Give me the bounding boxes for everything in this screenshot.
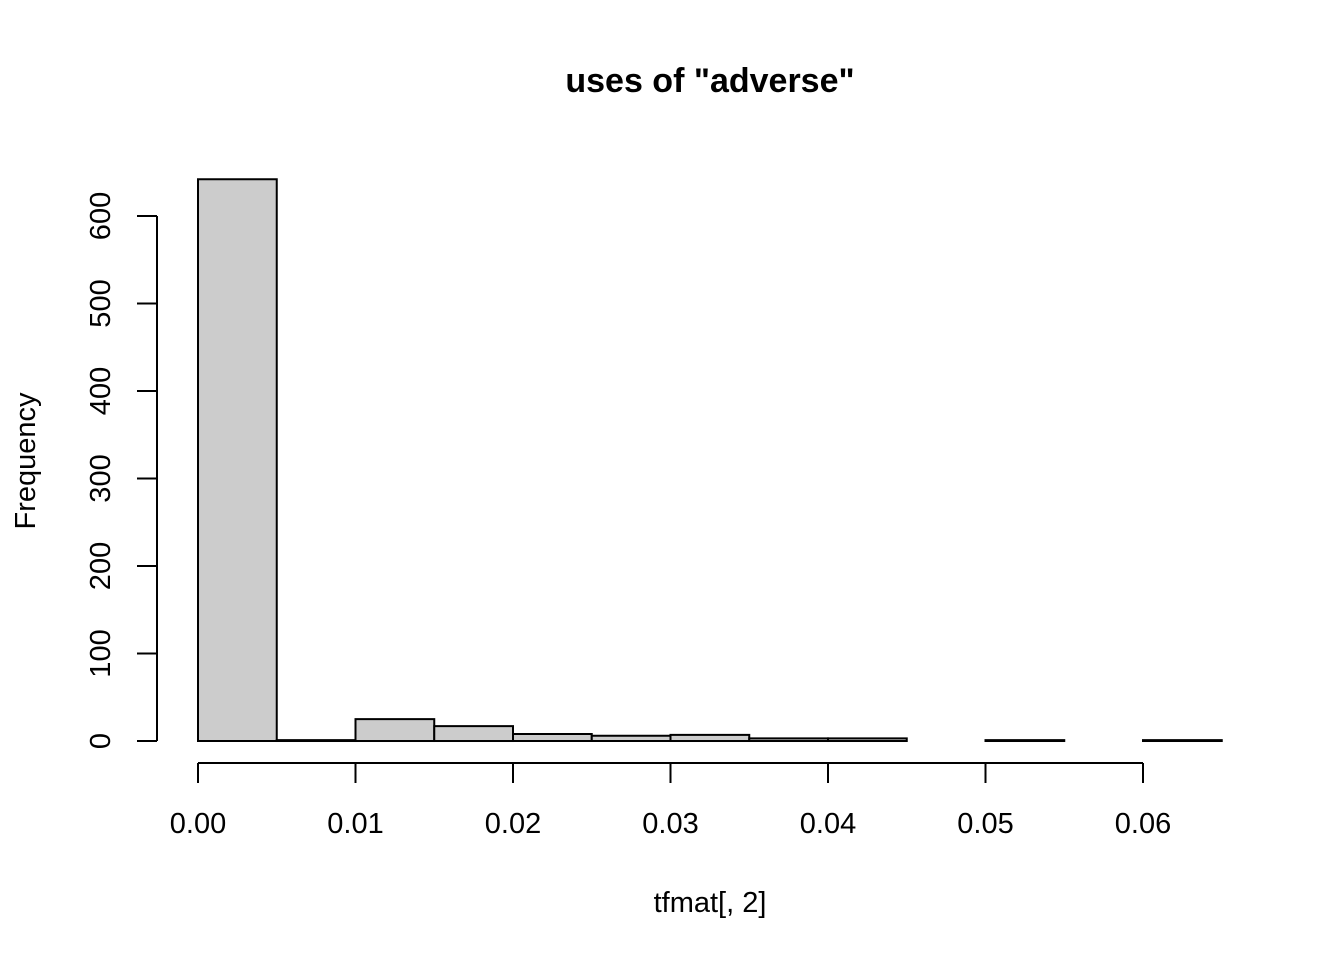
y-tick-label: 300: [85, 454, 117, 502]
histogram-bar: [433, 725, 514, 743]
histogram-bar: [984, 739, 1066, 743]
histogram-bar: [669, 733, 751, 743]
x-tick-label: 0.02: [485, 808, 541, 840]
x-tick-label: 0.03: [642, 808, 698, 840]
x-tick-label: 0.00: [170, 808, 226, 840]
histogram-bar: [275, 739, 357, 743]
y-axis: 0 100 200 300 400 500 600: [85, 192, 158, 749]
histogram-bar: [512, 733, 593, 742]
histogram-bar: [354, 718, 436, 743]
x-axis: 0.00 0.01 0.02 0.03 0.04 0.05 0.06: [170, 762, 1171, 840]
x-tick-label: 0.05: [957, 808, 1013, 840]
y-tick-label: 600: [85, 192, 117, 240]
x-axis-label: tfmat[, 2]: [654, 887, 767, 919]
bars: [197, 178, 1223, 743]
y-axis-label: Frequency: [10, 392, 42, 530]
histogram-bar: [197, 178, 278, 742]
y-tick-label: 200: [85, 542, 117, 590]
y-tick-label: 500: [85, 279, 117, 327]
histogram-bar: [590, 734, 672, 742]
chart-title: uses of "adverse": [565, 62, 854, 100]
x-tick-label: 0.01: [327, 808, 383, 840]
histogram-bar: [827, 737, 908, 743]
y-tick-label: 400: [85, 367, 117, 415]
y-tick-label: 100: [85, 629, 117, 677]
x-tick-label: 0.06: [1115, 808, 1171, 840]
histogram-bar: [1142, 739, 1223, 743]
x-tick-label: 0.04: [800, 808, 856, 840]
y-tick-label: 0: [85, 733, 117, 749]
histogram-bar: [748, 737, 829, 743]
